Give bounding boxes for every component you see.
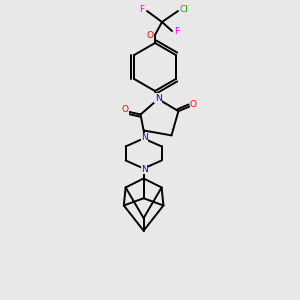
Text: O: O xyxy=(190,100,197,109)
Text: N: N xyxy=(141,133,148,142)
Text: F: F xyxy=(140,5,145,14)
Text: N: N xyxy=(155,94,162,103)
Text: F: F xyxy=(174,28,180,37)
Text: O: O xyxy=(146,32,154,40)
Text: Cl: Cl xyxy=(180,5,188,14)
Text: N: N xyxy=(141,165,148,174)
Text: O: O xyxy=(121,105,128,114)
